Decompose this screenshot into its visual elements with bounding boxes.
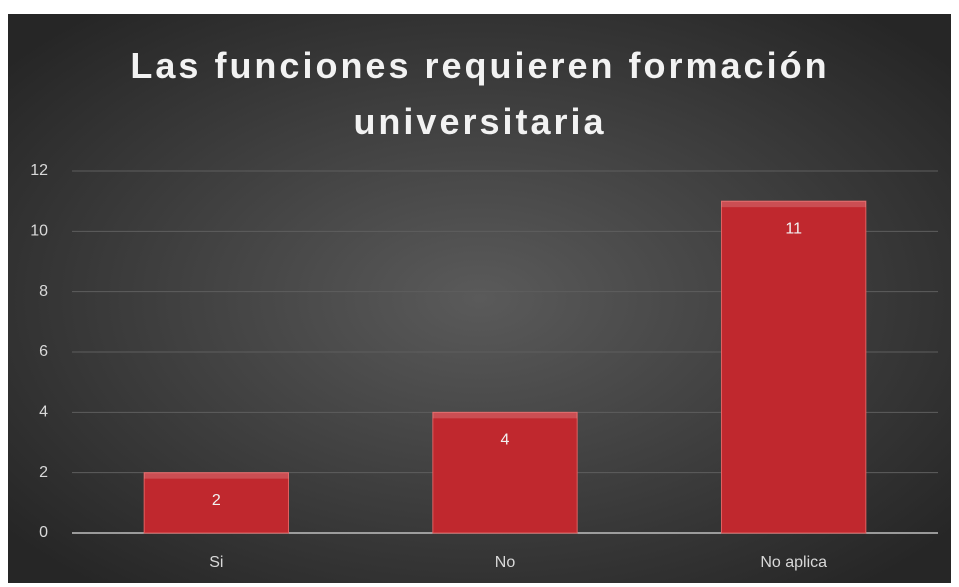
x-tick-label: Si — [209, 554, 223, 571]
data-label: 4 — [501, 432, 510, 449]
bar-highlight — [144, 472, 289, 479]
data-label: 11 — [785, 220, 802, 237]
bar-highlight — [432, 412, 578, 419]
y-tick-label: 2 — [39, 464, 48, 481]
y-tick-label: 12 — [30, 162, 48, 179]
y-tick-label: 10 — [30, 223, 48, 240]
bar — [721, 200, 867, 534]
bar-highlight — [721, 201, 866, 208]
y-tick-label: 6 — [39, 343, 48, 360]
x-tick-label: No aplica — [760, 554, 827, 571]
y-tick-label: 8 — [39, 283, 48, 300]
bar — [432, 411, 578, 534]
chart-title: Las funciones requieren formación univer… — [130, 45, 830, 142]
data-label: 2 — [212, 492, 221, 509]
x-tick-label: No — [495, 554, 516, 571]
y-tick-label: 0 — [39, 524, 48, 541]
bar — [143, 472, 289, 534]
y-tick-label: 4 — [39, 404, 48, 421]
